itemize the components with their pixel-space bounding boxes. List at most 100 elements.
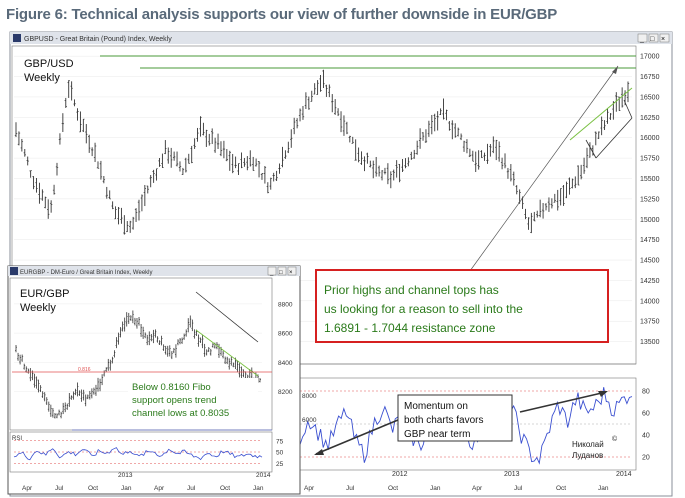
inset-x-tick: Apr xyxy=(22,485,33,492)
main-window-buttons[interactable]: _ □ × xyxy=(637,33,670,43)
eurgbp-callout-line-1: Below 0.8160 Fibo xyxy=(132,382,211,393)
rsi-plot-area xyxy=(9,431,273,473)
main-bottom-x-tick: Jul xyxy=(514,485,523,492)
main-bottom-x-axis: Apr Jul Oct Jan Apr Jul Oct Jan 2012 2013 2014 xyxy=(304,471,632,492)
inset-x-tick: Oct xyxy=(220,485,230,492)
inset-year-label-2013: 2013 xyxy=(118,472,133,479)
main-bottom-x-tick: Jan xyxy=(430,485,441,492)
inset-maximize-button[interactable] xyxy=(277,266,287,276)
gbpusd-y-tick-label: 13500 xyxy=(640,339,660,346)
momentum-y-tick-right: 60 xyxy=(642,411,650,418)
inset-close-button-label: × xyxy=(289,270,293,276)
gbpusd-y-tick-label: 16000 xyxy=(640,135,660,142)
main-window-title: GBPUSD - Great Britain (Pound) Index, We… xyxy=(24,36,172,43)
eurgbp-callout-line-3: channel lows at 0.8035 xyxy=(132,408,229,419)
inset-x-tick: Oct xyxy=(88,485,98,492)
main-bottom-x-tick: Apr xyxy=(304,485,315,492)
watermark-line-2: Луданов xyxy=(572,451,603,460)
eurgbp-callout-line-2: support opens trend xyxy=(132,395,217,406)
inset-close-button[interactable] xyxy=(287,266,297,276)
main-bottom-x-tick: Oct xyxy=(556,485,566,492)
momentum-y-tick-right: 20 xyxy=(642,455,650,462)
inset-window-title: EURGBP - DM-Euro / Great Britain Index, … xyxy=(20,270,153,276)
channel-upper-box xyxy=(595,117,633,159)
gbpusd-y-tick-label: 14250 xyxy=(640,278,660,285)
momentum-callout-box xyxy=(397,394,513,442)
channel-arrow-head xyxy=(612,66,618,74)
gbpusd-y-tick-label: 15750 xyxy=(640,156,660,163)
resistance-callout-line-2: us looking for a reason to sell into the xyxy=(324,302,523,316)
channel-box-right xyxy=(623,99,633,119)
inset-window-buttons[interactable]: _ □ × xyxy=(267,266,297,276)
eurgbp-y-tick-label: 8800 xyxy=(278,301,293,308)
momentum-callout-line-3: GBP near term xyxy=(404,429,471,440)
momentum-callout-line-1: Momentum on xyxy=(404,401,468,412)
momentum-y-tick-left: 8000 xyxy=(302,393,317,400)
momentum-y-tick-left: 6000 xyxy=(302,417,317,424)
gbpusd-y-tick-label: 15000 xyxy=(640,217,660,224)
rsi-y-tick-label: 25 xyxy=(276,461,284,468)
resistance-callout-line-3: 1.6891 - 1.7044 resistance zone xyxy=(324,321,496,335)
close-button-label: × xyxy=(661,36,665,43)
inset-x-tick: Jan xyxy=(121,485,132,492)
eurgbp-y-tick-label: 8600 xyxy=(278,331,293,338)
eurgbp-y-tick-label: 8200 xyxy=(278,389,293,396)
main-bottom-x-tick: Apr xyxy=(472,485,483,492)
gbpusd-y-tick-label: 15500 xyxy=(640,176,660,183)
momentum-trend-arrow xyxy=(519,391,607,413)
momentum-arrow-head xyxy=(598,391,608,397)
watermark-line-1: Николай xyxy=(572,440,604,449)
main-bottom-x-tick: Oct xyxy=(388,485,398,492)
gbpusd-y-tick-label: 14500 xyxy=(640,258,660,265)
rsi-y-axis: 75 50 25 xyxy=(276,438,284,468)
minimize-button-label: _ xyxy=(639,36,644,43)
eurgbp-title: EUR/GBP xyxy=(20,288,70,300)
main-year-label-2012: 2012 xyxy=(392,471,408,478)
gbpusd-y-tick-label: 17000 xyxy=(640,54,660,61)
gbpusd-y-tick-label: 15250 xyxy=(640,196,660,203)
fibo-label: 0.816 xyxy=(78,367,91,373)
main-bottom-x-tick: Jul xyxy=(346,485,355,492)
eurgbp-subtitle: Weekly xyxy=(20,302,56,314)
resistance-callout-box xyxy=(315,269,609,343)
gbpusd-y-tick-label: 14000 xyxy=(640,298,660,305)
inset-x-axis: Apr Jul Oct Jan Apr Jul Oct Jan 2013 2014 xyxy=(22,472,271,492)
gbpusd-y-tick-label: 14750 xyxy=(640,237,660,244)
inset-minimize-button[interactable] xyxy=(267,266,277,276)
channel-box-left xyxy=(585,139,597,159)
maximize-button[interactable] xyxy=(648,33,659,43)
inset-minimize-button-label: _ xyxy=(269,270,274,276)
momentum-callout-line-2: both charts favors xyxy=(404,415,483,426)
main-window-icon xyxy=(13,34,21,42)
main-year-label-2013: 2013 xyxy=(504,471,520,478)
channel-arrow-line xyxy=(461,65,619,283)
figure-title: Figure 6: Technical analysis supports ou… xyxy=(6,6,558,23)
inset-x-tick: Jan xyxy=(253,485,264,492)
momentum-y-axis: 80 60 40 20 8000 6000 xyxy=(302,389,650,462)
inset-x-tick: Jul xyxy=(187,485,196,492)
inset-window-icon xyxy=(10,267,18,275)
maximize-button-label: □ xyxy=(650,36,655,43)
minimize-button[interactable] xyxy=(637,33,648,43)
eurgbp-channel-bottom xyxy=(195,329,259,377)
close-button[interactable] xyxy=(659,33,670,43)
watermark-copyright: © xyxy=(612,435,618,443)
gbpusd-subtitle: Weekly xyxy=(24,72,60,84)
inset-maximize-button-label: □ xyxy=(279,270,283,276)
eurgbp-callout-bg xyxy=(128,378,258,418)
gbpusd-title: GBP/USD xyxy=(24,58,74,70)
inset-x-tick: Jul xyxy=(55,485,64,492)
main-year-label-2014: 2014 xyxy=(616,471,632,478)
gbpusd-bars xyxy=(14,69,630,235)
main-window-titlebar xyxy=(10,32,672,44)
eurgbp-channel-top xyxy=(195,291,259,343)
rsi-label: RSI xyxy=(12,436,22,442)
rsi-y-tick-label: 75 xyxy=(276,438,284,445)
gbpusd-y-axis: 17000 16750 16500 16250 16000 15750 15500 15250… xyxy=(640,54,660,346)
momentum-y-tick-right: 40 xyxy=(642,433,650,440)
momentum-y-tick-right: 80 xyxy=(642,389,650,396)
gbpusd-y-tick-label: 16250 xyxy=(640,115,660,122)
inset-x-tick: Apr xyxy=(154,485,165,492)
momentum-arrow-head-left xyxy=(314,449,324,455)
